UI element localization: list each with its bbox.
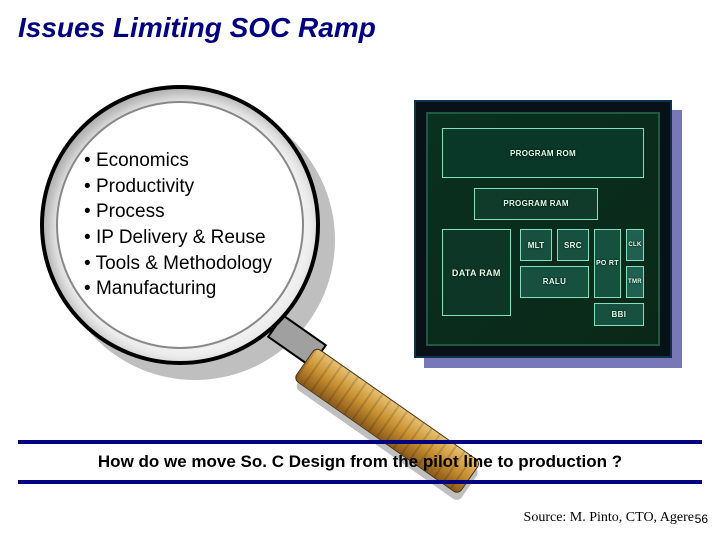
source-citation: Source: M. Pinto, CTO, Agere: [524, 510, 694, 526]
page-number: 56: [695, 512, 708, 526]
chip-block-data-ram: DATA RAM: [442, 229, 511, 316]
chip-block-program-ram: PROGRAM RAM: [474, 188, 598, 220]
magnifier-lens: Economics Productivity Process IP Delive…: [56, 101, 304, 349]
main-content: PROGRAM ROM PROGRAM RAM DATA RAM MLT SRC…: [0, 80, 720, 420]
bullet-productivity: Productivity: [84, 174, 272, 200]
chip-block-port: PO RT: [594, 229, 622, 298]
chip-die-image: PROGRAM ROM PROGRAM RAM DATA RAM MLT SRC…: [414, 100, 672, 358]
bullet-list: Economics Productivity Process IP Delive…: [84, 148, 272, 302]
chip-block-ralu: RALU: [520, 266, 589, 298]
chip-body: PROGRAM ROM PROGRAM RAM DATA RAM MLT SRC…: [414, 100, 672, 358]
bullet-manufacturing: Manufacturing: [84, 276, 272, 302]
chip-die-inner: PROGRAM ROM PROGRAM RAM DATA RAM MLT SRC…: [426, 112, 660, 346]
chip-block-program-rom: PROGRAM ROM: [442, 128, 644, 179]
chip-block-tmr: TMR: [626, 266, 644, 298]
bullet-ip: IP Delivery & Reuse: [84, 225, 272, 251]
chip-block-src: SRC: [557, 229, 589, 261]
magnifier-ring: Economics Productivity Process IP Delive…: [40, 85, 320, 365]
chip-block-mlt: MLT: [520, 229, 552, 261]
bullet-economics: Economics: [84, 148, 272, 174]
bullet-process: Process: [84, 199, 272, 225]
slide-title: Issues Limiting SOC Ramp: [18, 12, 376, 44]
chip-block-bbi: BBI: [594, 303, 645, 326]
chip-block-clk: CLK: [626, 229, 644, 261]
question-bar: How do we move So. C Design from the pil…: [18, 440, 702, 484]
bullet-tools: Tools & Methodology: [84, 251, 272, 277]
